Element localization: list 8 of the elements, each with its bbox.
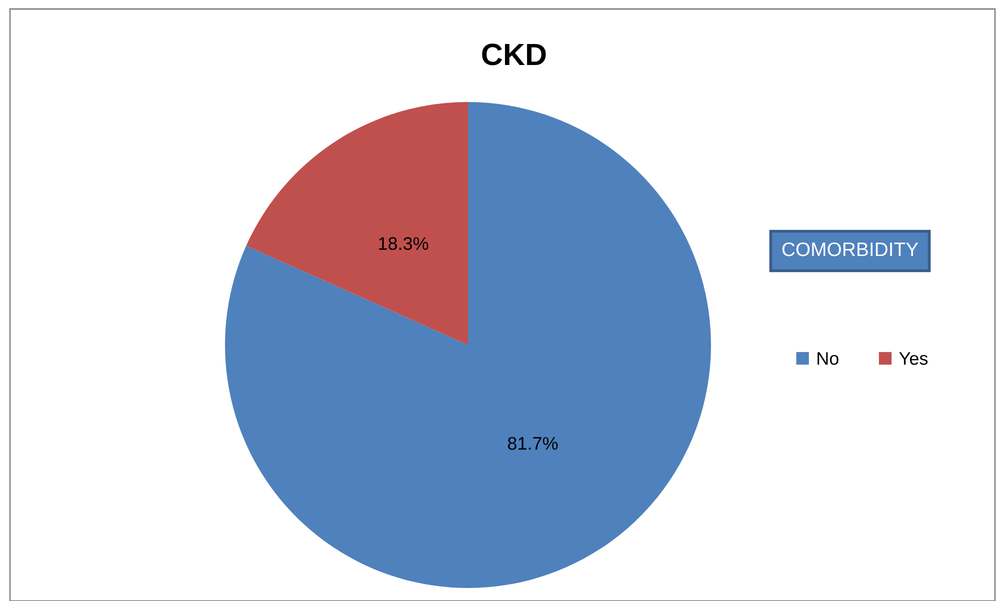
legend-label: Yes: [899, 352, 928, 365]
data-label: 81.7%: [508, 436, 558, 450]
pie-slice: [246, 102, 468, 345]
legend-label: No: [818, 352, 838, 365]
pie-slice: [225, 102, 711, 588]
legend-title: COMORBIDITY: [782, 242, 918, 256]
chart-title: CKD: [482, 44, 546, 66]
data-label: 18.3%: [379, 237, 428, 250]
